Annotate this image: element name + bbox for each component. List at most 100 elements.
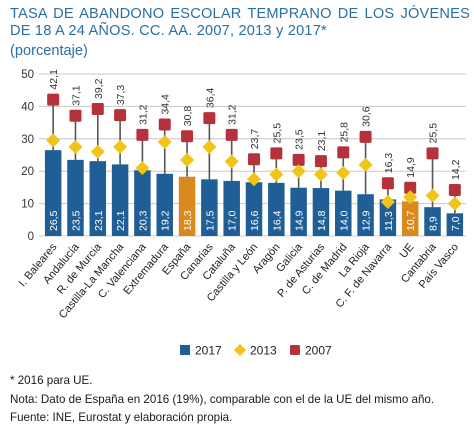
marker-2013 — [291, 164, 306, 179]
marker-2007 — [203, 112, 216, 125]
legend-2017-swatch — [180, 345, 190, 355]
marker-2013 — [135, 160, 150, 175]
marker-2007-label: 14,2 — [450, 159, 462, 180]
marker-2007 — [248, 153, 260, 166]
marker-2013 — [180, 152, 195, 167]
bar-2017 — [156, 173, 173, 236]
note-footnote: * 2016 para UE. — [10, 374, 93, 387]
x-tick-label: UE — [397, 241, 416, 260]
bar-2017 — [178, 176, 196, 236]
y-tick-label: 50 — [21, 69, 34, 81]
marker-2007 — [225, 128, 238, 141]
bar-value-label: 7,0 — [450, 216, 462, 231]
bar-2017 — [245, 182, 263, 236]
notes: * 2016 para UE. Nota: Dato de España en … — [10, 372, 470, 428]
marker-2007-label: 34,4 — [160, 94, 172, 115]
bar-value-label: 23,1 — [93, 210, 105, 231]
marker-2007 — [69, 109, 82, 122]
marker-2007-label: 36,4 — [204, 87, 216, 108]
marker-2007-label: 37,3 — [115, 85, 127, 106]
bar-value-label: 17,0 — [227, 210, 239, 231]
bar-2017 — [290, 187, 307, 236]
marker-2007-label: 25,5 — [271, 123, 283, 144]
bar-2017 — [268, 182, 285, 236]
y-tick-label: 0 — [28, 231, 34, 243]
marker-2007 — [426, 147, 439, 160]
marker-2007 — [158, 118, 171, 131]
marker-2007-label: 14,9 — [405, 157, 417, 178]
chart-subtitle: (porcentaje) — [10, 43, 88, 59]
bar-2017 — [223, 180, 240, 236]
marker-2007-label: 39,2 — [93, 78, 105, 99]
bar-value-label: 8,9 — [428, 216, 440, 231]
bar-2017 — [379, 199, 397, 236]
bar-2017 — [357, 194, 374, 236]
marker-2013 — [46, 133, 61, 148]
marker-2007 — [114, 109, 127, 122]
marker-2007 — [314, 155, 327, 168]
marker-2007 — [381, 177, 394, 190]
bar-2017 — [44, 150, 62, 236]
marker-2013 — [90, 144, 105, 159]
marker-2007-label: 23,5 — [294, 129, 306, 150]
marker-2013 — [113, 139, 128, 154]
marker-2007 — [448, 183, 461, 196]
bar-value-label: 16,6 — [249, 210, 261, 231]
marker-2007 — [404, 181, 417, 194]
marker-2013 — [269, 167, 284, 182]
marker-2007-label: 23,1 — [316, 131, 328, 152]
bar-value-label: 14,8 — [316, 210, 328, 231]
marker-2007-label: 31,2 — [137, 104, 149, 125]
bar-2017 — [312, 188, 330, 236]
marker-2013 — [224, 154, 239, 169]
y-tick-label: 20 — [21, 166, 34, 178]
bar-value-label: 20,3 — [137, 210, 149, 231]
marker-2013 — [157, 135, 172, 150]
bar-value-label: 16,4 — [271, 210, 283, 231]
bar-value-label: 22,1 — [115, 210, 127, 231]
marker-2007 — [136, 128, 149, 141]
marker-2013 — [313, 167, 328, 182]
chart-title: TASA DE ABANDONO ESCOLAR TEMPRANO DE LOS… — [10, 6, 470, 39]
note-source: Fuente: INE, Eurostat y elaboración prop… — [10, 411, 233, 424]
bar-value-label: 26,5 — [48, 210, 60, 231]
legend-2013-swatch — [234, 344, 246, 356]
bar-2017 — [446, 213, 464, 236]
marker-2007-label: 23,7 — [249, 129, 261, 150]
marker-2007 — [337, 146, 350, 159]
y-tick-label: 10 — [21, 199, 34, 211]
bar-value-label: 23,5 — [70, 210, 82, 231]
legend-2013-label: 2013 — [250, 344, 277, 358]
marker-2007 — [181, 130, 194, 143]
marker-2007-label: 30,6 — [361, 106, 373, 127]
bar-value-label: 14,0 — [338, 210, 350, 231]
bar-2017 — [67, 159, 84, 236]
marker-2007 — [359, 130, 372, 143]
legend-2007-swatch — [290, 345, 300, 355]
marker-2007-label: 30,8 — [182, 106, 194, 127]
bar-2017 — [335, 190, 352, 236]
legend-2017-label: 2017 — [195, 344, 222, 358]
marker-2007 — [47, 93, 60, 106]
marker-2007-label: 31,2 — [227, 104, 239, 125]
bar-2017 — [134, 170, 151, 236]
marker-2013 — [358, 157, 373, 172]
bar-value-label: 19,2 — [160, 210, 172, 231]
bar-value-label: 17,5 — [204, 210, 216, 231]
bar-value-label: 18,3 — [182, 210, 194, 231]
marker-2007 — [292, 153, 305, 166]
marker-2013 — [247, 172, 261, 187]
marker-2013 — [202, 139, 217, 154]
y-tick-label: 30 — [21, 134, 34, 146]
bar-2017 — [201, 179, 218, 236]
marker-2007-label: 16,3 — [383, 153, 395, 174]
marker-2007 — [270, 147, 283, 160]
marker-2007-label: 25,5 — [428, 123, 440, 144]
marker-2007-label: 37,1 — [70, 85, 82, 106]
marker-2013 — [425, 188, 440, 203]
bar-value-label: 10,7 — [405, 210, 417, 231]
bar-2017 — [424, 207, 441, 236]
note-text: Nota: Dato de España en 2016 (19%), comp… — [10, 392, 435, 406]
bar-2017 — [89, 161, 107, 236]
